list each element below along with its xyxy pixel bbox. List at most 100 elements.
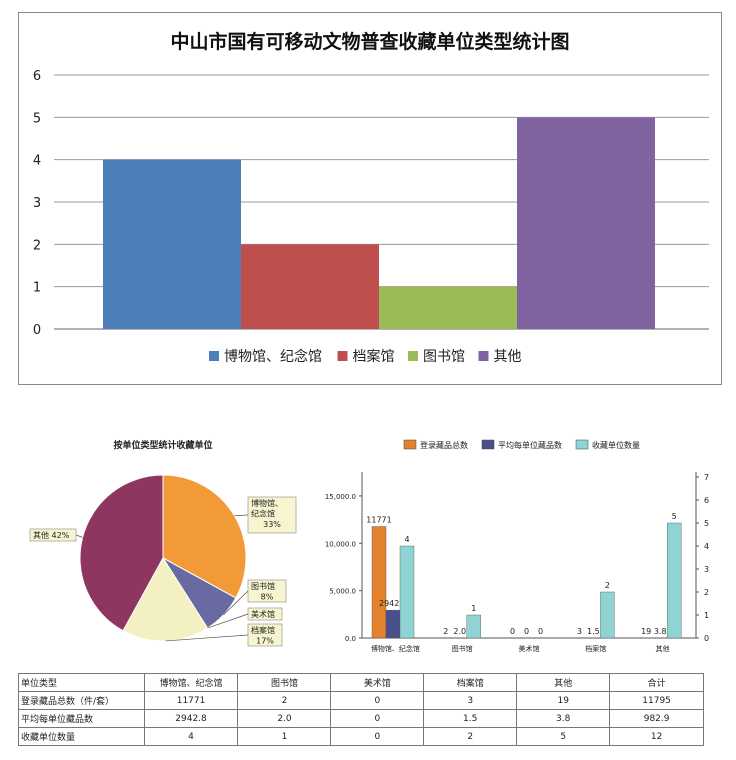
data-label: 3.8 xyxy=(654,627,667,636)
bar-chart-plot: 0 1 2 3 4 5 6 博物馆、纪念馆 档案馆 图书馆 其他 xyxy=(33,69,709,365)
y-tick-label: 4 xyxy=(33,154,41,169)
y-tick-label: 1 xyxy=(33,281,41,296)
right-tick-label: 1 xyxy=(704,611,709,620)
data-label: 4 xyxy=(404,535,409,544)
bar-3 xyxy=(379,286,517,329)
bar-3 xyxy=(399,545,415,639)
legend-swatch xyxy=(478,351,489,361)
pie-slice xyxy=(122,557,209,642)
data-label: 0 xyxy=(524,627,529,636)
right-tick-label: 0 xyxy=(704,634,709,643)
legend-swatch xyxy=(337,351,348,361)
table-row: 登录藏品总数（件/套） 11771 2 0 3 19 11795 xyxy=(18,691,704,710)
callout-text: 档案馆 xyxy=(251,625,275,635)
bar-1 xyxy=(371,526,387,639)
table-cell: 档案馆 xyxy=(423,673,518,692)
chart-title: 中山市国有可移动文物普查收藏单位类型统计图 xyxy=(170,31,570,53)
table-cell: 平均每单位藏品数 xyxy=(18,709,145,728)
bar-2 xyxy=(241,244,379,329)
callout-box xyxy=(247,607,283,621)
table-cell: 3.8 xyxy=(516,709,611,728)
combo-bar-chart: 0.0 5,000.0 10,000.0 15,000.0 0 1 2 3 4 5 6 7 登录藏品总数… xyxy=(325,439,709,653)
table-cell: 0 xyxy=(330,691,425,710)
y-tick-label: 0 xyxy=(33,323,41,338)
data-label: 1.5 xyxy=(587,627,600,636)
table-cell: 3 xyxy=(423,691,518,710)
y-tick-label: 6 xyxy=(33,69,41,84)
legend-label: 图书馆 xyxy=(423,349,465,365)
y-tick-label: 5 xyxy=(33,111,41,126)
callout-text: 美术馆 xyxy=(251,609,275,619)
data-label: 1 xyxy=(471,604,476,613)
pie-title: 按单位类型统计收藏单位 xyxy=(113,439,212,451)
table-cell: 博物馆、纪念馆 xyxy=(143,673,239,692)
data-label: 3 xyxy=(577,627,582,636)
bar-3 xyxy=(600,591,615,639)
callout-box xyxy=(29,528,77,542)
table-cell: 4 xyxy=(143,727,239,746)
bar-4 xyxy=(517,117,655,329)
left-tick-label: 0.0 xyxy=(345,635,356,643)
callout-box xyxy=(247,579,287,603)
callout-line xyxy=(207,613,249,629)
table-cell: 2942.8 xyxy=(143,709,239,728)
table-cell: 图书馆 xyxy=(237,673,332,692)
callout-text: 其他 42% xyxy=(33,530,70,540)
data-label: 11771 xyxy=(366,516,391,525)
callout-text: 8% xyxy=(261,593,274,602)
right-tick-label: 4 xyxy=(704,542,709,551)
table-cell: 19 xyxy=(516,691,611,710)
callout-line xyxy=(75,534,83,538)
legend-label: 平均每单位藏品数 xyxy=(498,440,562,450)
callout-text: 图书馆 xyxy=(251,581,275,591)
left-tick-label: 10,000.0 xyxy=(325,540,356,548)
callout-text: 纪念馆 xyxy=(251,509,275,519)
table-cell: 合计 xyxy=(609,673,704,692)
table-cell: 其他 xyxy=(516,673,611,692)
bar-1 xyxy=(103,159,241,329)
table-cell: 982.9 xyxy=(609,709,704,728)
table-cell: 1 xyxy=(237,727,332,746)
right-tick-label: 7 xyxy=(704,473,709,482)
legend-swatch xyxy=(481,439,495,450)
bar-2 xyxy=(385,609,401,639)
callout-line xyxy=(165,634,249,642)
right-tick-label: 5 xyxy=(704,519,709,528)
x-tick-label: 档案馆 xyxy=(585,644,606,653)
data-label: 2942.8 xyxy=(379,599,407,608)
table-cell: 2 xyxy=(237,691,332,710)
table-cell: 0 xyxy=(330,709,425,728)
table-header-row: 单位类型 博物馆、纪念馆 图书馆 美术馆 档案馆 其他 合计 xyxy=(18,673,704,692)
data-label: 2 xyxy=(443,627,448,636)
x-tick-label: 博物馆、纪念馆 xyxy=(371,644,420,653)
table-cell: 收藏单位数量 xyxy=(18,727,145,746)
left-tick-label: 5,000.0 xyxy=(329,588,356,596)
data-label: 19 xyxy=(641,627,651,636)
legend-label: 档案馆 xyxy=(353,348,395,365)
right-tick-label: 2 xyxy=(704,588,709,597)
y-tick-label: 2 xyxy=(33,238,41,253)
statistics-table: 单位类型 博物馆、纪念馆 图书馆 美术馆 档案馆 其他 合计 登录藏品总数（件/… xyxy=(18,673,704,746)
table-cell: 登录藏品总数（件/套） xyxy=(18,691,145,710)
data-label: 2 xyxy=(605,581,610,590)
callout-text: 17% xyxy=(256,637,274,646)
bar-3 xyxy=(466,614,482,639)
table-cell: 11771 xyxy=(143,691,239,710)
right-tick-label: 6 xyxy=(704,496,709,505)
legend-swatch xyxy=(575,439,589,450)
callout-box xyxy=(247,623,283,647)
bar-3 xyxy=(667,522,682,639)
callout-text: 33% xyxy=(263,520,281,529)
callout-box xyxy=(247,496,297,534)
pie-slice xyxy=(79,474,164,632)
table-cell: 0 xyxy=(330,727,425,746)
x-tick-label: 图书馆 xyxy=(452,644,473,653)
data-label: 0 xyxy=(510,627,515,636)
legend-swatch xyxy=(209,351,219,361)
data-label: 5 xyxy=(672,512,677,521)
table-row: 收藏单位数量 4 1 0 2 5 12 xyxy=(18,727,704,746)
legend-label: 登录藏品总数 xyxy=(420,440,468,450)
y-tick-label: 3 xyxy=(33,196,41,211)
